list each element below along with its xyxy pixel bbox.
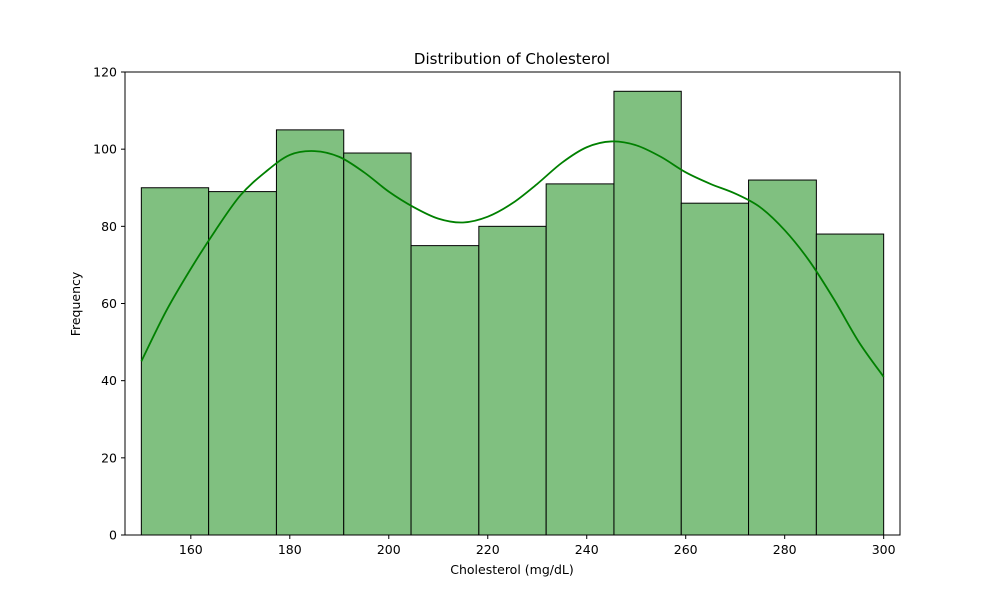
x-tick-label: 240: [575, 542, 599, 557]
x-axis-label: Cholesterol (mg/dL): [450, 562, 574, 577]
histogram-bar: [545, 183, 615, 536]
x-tick-label: 180: [278, 542, 302, 557]
histogram-bar: [140, 187, 210, 536]
x-tick-label: 200: [377, 542, 401, 557]
y-tick-label: 120: [93, 65, 117, 80]
y-tick-label: 80: [101, 219, 117, 234]
y-tick-label: 100: [93, 142, 117, 157]
histogram-bar: [275, 129, 345, 536]
histogram-bar: [613, 90, 682, 536]
kde-curve: [140, 140, 885, 378]
histogram-bar: [748, 179, 817, 536]
chart-title: Distribution of Cholesterol: [414, 50, 610, 68]
y-tick-label: 40: [101, 373, 117, 388]
y-tick-label: 0: [109, 528, 117, 543]
y-axis-ticks: 0 20 40 60 80 100 120: [93, 65, 125, 543]
x-tick-label: 300: [872, 542, 896, 557]
y-axis-label: Frequency: [68, 271, 83, 336]
histogram-bar: [343, 152, 412, 536]
histogram-bar: [208, 191, 277, 536]
histogram-bar: [478, 225, 547, 536]
x-tick-label: 160: [179, 542, 203, 557]
y-tick-label: 20: [101, 450, 117, 465]
x-tick-label: 220: [476, 542, 500, 557]
x-tick-label: 260: [674, 542, 698, 557]
histogram-bar: [680, 202, 750, 536]
histogram-bars: [140, 90, 885, 536]
x-tick-label: 280: [773, 542, 797, 557]
histogram-bar: [410, 245, 480, 536]
y-tick-label: 60: [101, 296, 117, 311]
histogram-bar: [815, 233, 885, 536]
x-axis-ticks: 160 180 200 220 240 260 280 300: [179, 535, 896, 557]
